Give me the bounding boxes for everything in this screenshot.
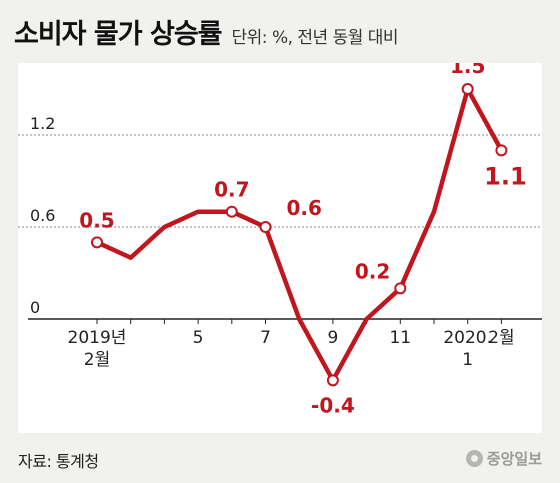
chart-subtitle: 단위: %, 전년 동월 대비 [231,28,399,48]
logo-text: 중앙일보 [486,450,542,468]
data-point-marker [225,205,238,218]
publisher-logo: 중앙일보 [465,448,542,469]
data-label: 0.5 [79,208,114,232]
x-tick-label: 7 [260,328,271,348]
x-tick-label: 2019년 [68,328,127,348]
source-note: 자료: 통계청 [18,452,99,471]
y-tick-label: 0.6 [30,206,55,225]
chart-title: 소비자 물가 상승률 [14,19,223,50]
data-label: 1.5 [450,63,485,78]
x-tick-label: 2월 [84,350,110,370]
data-point-marker [461,83,474,96]
data-label: 0.2 [355,259,390,283]
series-line [94,86,504,383]
data-label: 0.7 [214,178,249,202]
data-point-marker [326,374,339,387]
x-tick-label: 2020. [443,328,492,348]
data-point-marker [495,144,508,157]
x-tick-label: 1 [462,350,473,370]
data-label: 0.6 [287,196,322,220]
data-label: 1.1 [484,162,527,190]
x-tick-label: 5 [193,328,204,348]
data-point-marker [394,282,407,295]
data-label: -0.4 [311,393,355,417]
y-tick-label: 0 [30,298,40,317]
header: 소비자 물가 상승률 단위: %, 전년 동월 대비 [14,12,399,51]
x-tick-label: 11 [389,328,411,348]
y-tick-label: 1.2 [30,114,55,133]
x-tick-label: 2월 [488,328,514,348]
data-point-marker [91,236,103,249]
chart-panel: 0 0.6 1.2 2019년 2월 5 7 9 11 2020. 1 2월 0.5 0.7 0.6 -0.4… [18,63,542,433]
x-tick-label: 9 [327,328,338,348]
data-point-marker [259,221,272,234]
logo-mark-icon [465,450,483,467]
